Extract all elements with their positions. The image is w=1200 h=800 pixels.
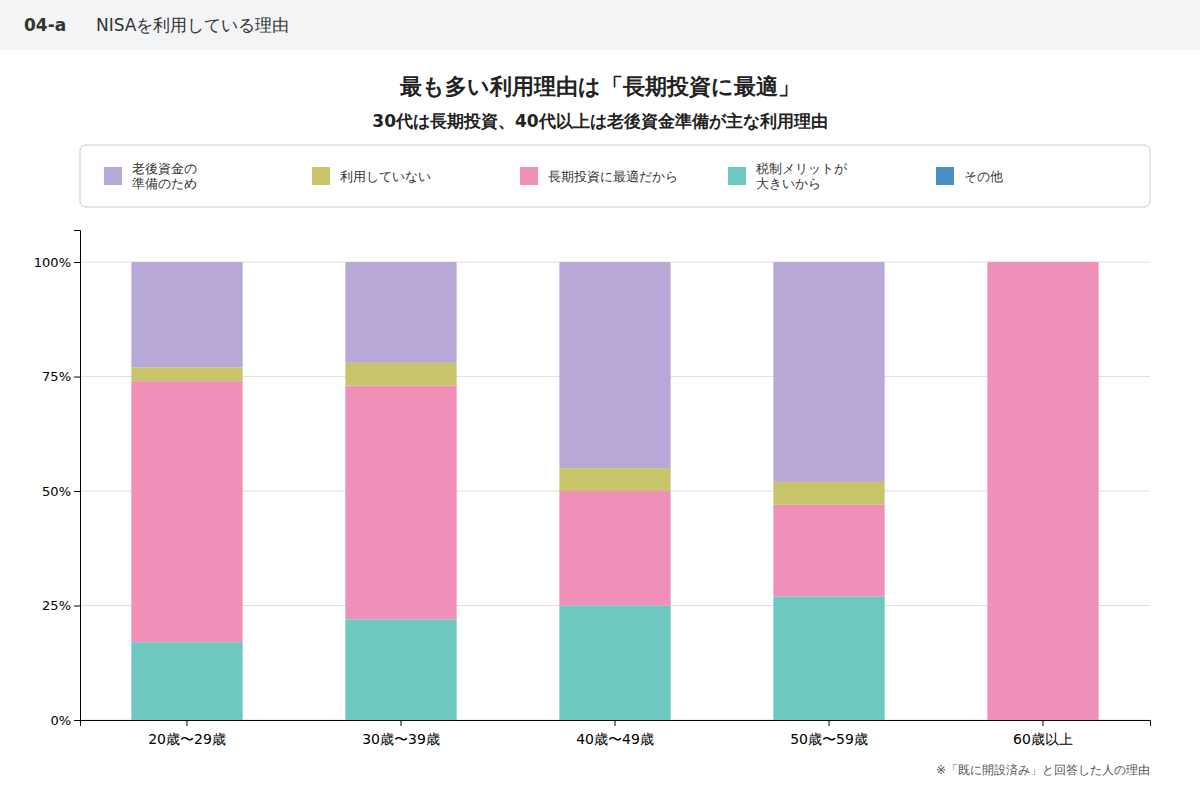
y-tick-mark <box>74 377 80 378</box>
y-tick-mark <box>74 262 80 263</box>
legend-item: 長期投資に最適だから <box>520 167 678 185</box>
bar <box>345 386 456 620</box>
y-tick-label: 100% <box>34 255 71 270</box>
x-tick: 50歳〜59歳 <box>790 720 868 747</box>
bar <box>559 468 670 491</box>
y-tick: 50% <box>42 484 80 499</box>
bar <box>773 596 884 720</box>
title: 最も多い利用理由は「長期投資に最適」 <box>399 74 800 99</box>
x-tick-label: 30歳〜39歳 <box>362 731 440 747</box>
legend-item: 老後資金の準備のため <box>104 161 197 192</box>
header: 04-a NISAを利用している理由 <box>0 0 1200 50</box>
bar <box>773 262 884 482</box>
y-tick: 25% <box>42 598 80 613</box>
legend-box <box>80 145 1150 207</box>
legend-swatch <box>104 167 122 185</box>
x-tick-mark <box>829 720 830 726</box>
legend-item: 税制メリットが大きいから <box>728 161 848 192</box>
bar <box>987 262 1098 720</box>
legend-item: 利用していない <box>312 167 431 185</box>
bar <box>345 262 456 363</box>
subtitle: 30代は長期投資、40代以上は老後資金準備が主な利用理由 <box>372 111 827 131</box>
y-tick: 100% <box>34 255 80 270</box>
legend-label: 利用していない <box>340 169 431 184</box>
bar-series <box>131 262 884 482</box>
legend-label: その他 <box>964 169 1003 184</box>
bar <box>345 619 456 720</box>
x-tick: 20歳〜29歳 <box>148 720 226 747</box>
legend-label-line: 大きいから <box>756 176 821 191</box>
x-axis-line <box>81 721 1151 727</box>
x-tick: 60歳以上 <box>1013 720 1073 747</box>
y-tick: 75% <box>42 369 80 384</box>
y-axis: 0% 25% 50% 75% 100% <box>34 231 81 728</box>
x-tick: 40歳〜49歳 <box>576 720 654 747</box>
legend-label-line: 準備のため <box>132 176 197 191</box>
legend: 老後資金の準備のため 利用していない 長期投資に最適だから 税制メリットが大きいから そ… <box>80 145 1150 207</box>
legend-swatch <box>520 167 538 185</box>
y-tick-label: 25% <box>42 598 71 613</box>
y-axis-line <box>74 231 81 721</box>
bar <box>131 381 242 642</box>
legend-label: 税制メリットが大きいから <box>756 161 848 192</box>
legend-item: その他 <box>936 167 1003 185</box>
bar <box>131 367 242 381</box>
chart-container: 04-a NISAを利用している理由最も多い利用理由は「長期投資に最適」 30代は長… <box>0 0 1200 800</box>
x-tick-label: 60歳以上 <box>1013 731 1073 747</box>
bar <box>559 262 670 468</box>
legend-label-line: 長期投資に最適だから <box>548 169 678 184</box>
x-axis: 20歳〜29歳 30歳〜39歳 40歳〜49歳 50歳〜59歳 60歳以上 <box>81 720 1151 747</box>
bar <box>559 606 670 720</box>
note: ※「既に開設済み」と回答した人の理由 <box>936 763 1150 777</box>
legend-swatch <box>728 167 746 185</box>
x-tick-label: 40歳〜49歳 <box>576 731 654 747</box>
legend-label: 老後資金の準備のため <box>132 161 197 192</box>
legend-label: 長期投資に最適だから <box>548 169 678 184</box>
legend-label-line: 税制メリットが <box>756 161 848 176</box>
bar-series <box>131 262 1098 720</box>
bar-series <box>131 363 884 505</box>
y-tick-mark <box>74 606 80 607</box>
legend-label-line: その他 <box>964 169 1003 184</box>
x-tick: 30歳〜39歳 <box>362 720 440 747</box>
y-tick: 0% <box>50 713 80 728</box>
legend-label-line: 利用していない <box>340 169 431 184</box>
bar <box>345 363 456 386</box>
y-tick-label: 0% <box>50 713 71 728</box>
bar <box>987 262 1098 263</box>
x-tick-mark <box>615 720 616 726</box>
x-tick-mark <box>187 720 188 726</box>
header-background <box>0 0 1200 50</box>
bar <box>131 642 242 720</box>
header-title: NISAを利用している理由 <box>96 15 289 35</box>
y-tick-mark <box>74 491 80 492</box>
grid <box>80 262 1150 720</box>
bar <box>559 491 670 605</box>
y-tick-label: 50% <box>42 484 71 499</box>
x-tick-label: 20歳〜29歳 <box>148 731 226 747</box>
x-tick-mark <box>1043 720 1044 726</box>
bar <box>987 262 1098 263</box>
x-tick-mark <box>401 720 402 726</box>
bars <box>131 262 1098 720</box>
chart-svg: 04-a NISAを利用している理由最も多い利用理由は「長期投資に最適」 30代は長… <box>0 0 1200 800</box>
bar <box>773 505 884 597</box>
bar <box>773 482 884 505</box>
header-label: 04-a <box>24 15 66 35</box>
legend-swatch <box>312 167 330 185</box>
y-tick-label: 75% <box>42 369 71 384</box>
y-tick-mark <box>74 720 80 721</box>
bar-series <box>131 596 884 720</box>
legend-label-line: 老後資金の <box>132 161 197 176</box>
bar <box>131 262 242 367</box>
x-tick-label: 50歳〜59歳 <box>790 731 868 747</box>
legend-swatch <box>936 167 954 185</box>
